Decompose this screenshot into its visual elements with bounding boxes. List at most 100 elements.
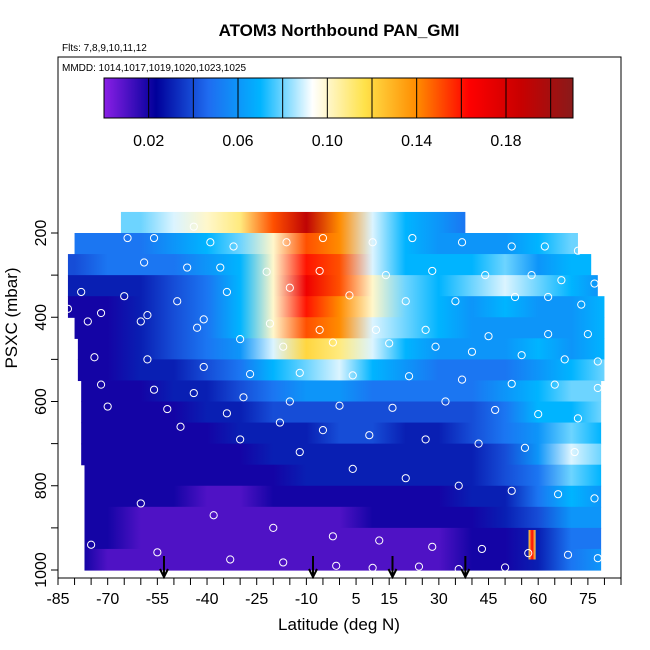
colorbar-tick-label: 0.14	[401, 133, 432, 150]
heatmap-row	[81, 380, 602, 403]
sample-point	[593, 357, 602, 366]
y-axis-label: PSXC (mbar)	[2, 267, 21, 368]
sample-point	[176, 422, 185, 431]
heatmap-row	[77, 338, 605, 360]
x-tick-label: 60	[529, 591, 547, 608]
x-axis-label: Latitude (deg N)	[278, 615, 400, 634]
heatmap-row	[74, 233, 578, 255]
sample-point	[385, 339, 394, 348]
sample-point	[348, 371, 357, 380]
colorbar-tick-label: 0.06	[222, 133, 253, 150]
sample-point	[103, 402, 112, 411]
heatmap-row	[84, 527, 602, 550]
x-axis: -85 -70 -55 -40 -25 -10 5 15 30 45 60 75	[46, 578, 622, 608]
sample-point	[527, 271, 536, 280]
sample-point	[510, 292, 520, 302]
x-tick-label: 75	[579, 591, 597, 608]
sample-point	[285, 283, 294, 292]
heatmap-row	[120, 211, 466, 234]
sample-point	[262, 267, 271, 276]
sample-point	[544, 292, 553, 302]
sample-point	[573, 246, 583, 255]
latitude-arrows	[159, 556, 471, 580]
sample-point	[332, 561, 341, 570]
heatmap-row	[74, 317, 605, 339]
heatmap-row	[67, 254, 592, 276]
sample-point	[507, 486, 516, 495]
chart-title: ATOM3 Northbound PAN_GMI	[219, 21, 460, 40]
sample-point	[540, 242, 549, 251]
x-tick-label: -40	[195, 591, 218, 608]
sample-point	[451, 297, 460, 306]
colorbar-ticks: 0.02 0.06 0.10 0.14 0.18	[133, 133, 522, 150]
sample-point	[282, 238, 291, 247]
x-tick-label: -70	[96, 591, 119, 608]
sample-point	[173, 297, 182, 306]
sample-point	[149, 233, 159, 243]
sample-point	[206, 238, 215, 247]
colorbar-tick-label: 0.10	[312, 133, 343, 150]
sample-point	[226, 555, 235, 564]
sample-point	[136, 317, 145, 326]
sample-point	[544, 330, 553, 339]
latitude-arrow-head	[308, 568, 318, 580]
heatmap-row	[81, 422, 602, 445]
sample-point	[143, 355, 152, 364]
sample-point	[524, 549, 533, 558]
sample-point	[123, 233, 132, 243]
sample-point	[560, 355, 569, 364]
sample-point	[454, 481, 463, 490]
flights-note: Flts: 7,8,9,10,11,12	[62, 43, 147, 54]
sample-point	[517, 351, 526, 360]
sample-point	[236, 435, 245, 444]
sample-point	[189, 388, 198, 398]
sample-point	[375, 536, 384, 545]
sample-point	[520, 443, 530, 452]
sample-point	[87, 540, 96, 549]
sample-point	[388, 403, 397, 412]
sample-point	[404, 372, 414, 381]
sample-point	[163, 404, 172, 414]
sample-point	[199, 362, 208, 372]
sample-point	[136, 499, 145, 508]
sample-point	[265, 319, 275, 328]
sample-point	[295, 368, 304, 377]
sample-point	[229, 242, 238, 251]
sample-point	[315, 266, 324, 276]
colorbar-tick-label: 0.18	[490, 133, 521, 150]
x-tick-label: 15	[380, 591, 398, 608]
x-tick-label: 30	[430, 591, 448, 608]
heatmap-row	[81, 443, 602, 466]
sample-point	[335, 401, 344, 410]
sample-point	[550, 380, 559, 389]
sample-point	[477, 544, 487, 554]
sample-point	[401, 474, 410, 483]
y-tick-label: 400	[33, 304, 50, 331]
sample-point	[120, 292, 129, 301]
sample-point	[328, 338, 337, 347]
heatmap-row	[84, 485, 602, 508]
sample-point	[408, 233, 417, 243]
sample-point	[577, 300, 586, 309]
sample-point	[381, 271, 390, 280]
sample-point	[421, 325, 430, 334]
sample-point	[563, 550, 573, 559]
sample-point	[507, 242, 516, 251]
y-tick-label: 800	[33, 472, 50, 499]
sample-point	[484, 332, 493, 341]
dates-note: MMDD: 1014,1017,1019,1020,1023,1025	[62, 63, 246, 74]
sample-point	[491, 405, 500, 415]
sample-point	[153, 548, 162, 557]
sample-point	[414, 562, 424, 571]
sample-point	[348, 464, 357, 473]
x-tick-label: 5	[352, 591, 361, 608]
sample-point	[474, 439, 483, 448]
sample-point	[77, 287, 86, 297]
sample-point	[96, 308, 106, 318]
heatmap-row	[81, 401, 602, 424]
sample-point	[590, 279, 599, 288]
heatmap-row	[84, 506, 602, 529]
sample-point	[457, 238, 467, 247]
colorbar-gradient	[104, 78, 573, 118]
